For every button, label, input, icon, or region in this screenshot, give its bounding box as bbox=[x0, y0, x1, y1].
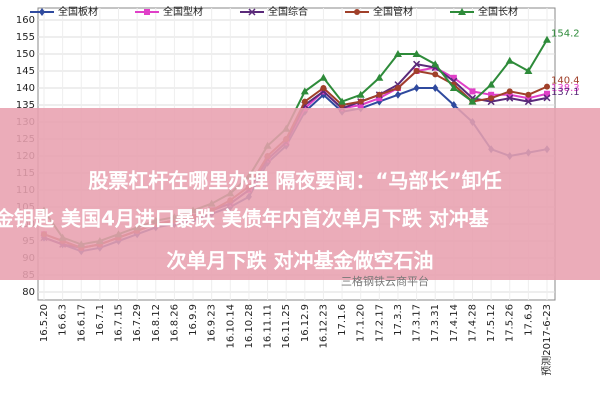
marker bbox=[413, 84, 420, 92]
marker bbox=[488, 95, 495, 102]
marker bbox=[413, 68, 420, 74]
marker bbox=[506, 88, 513, 95]
x-tick-label: 16.10.28 bbox=[244, 304, 255, 349]
end-label: 138.3 bbox=[551, 83, 580, 94]
marker bbox=[393, 50, 402, 57]
marker bbox=[544, 83, 550, 90]
marker bbox=[375, 73, 384, 81]
x-tick-label: 16.9.9 bbox=[188, 304, 199, 336]
y-tick-label: 135 bbox=[16, 100, 35, 111]
x-tick-label: 16.9.23 bbox=[207, 304, 218, 342]
x-tick-label: 17.2.17 bbox=[374, 304, 385, 342]
legend-label: 全国型材 bbox=[163, 5, 203, 18]
x-tick-label: 17.4.14 bbox=[449, 304, 460, 342]
marker bbox=[412, 50, 421, 57]
x-tick-label: 16.11.11 bbox=[263, 304, 274, 349]
marker bbox=[506, 94, 514, 102]
marker bbox=[394, 85, 401, 91]
marker bbox=[524, 98, 532, 106]
marker bbox=[487, 80, 496, 88]
legend-label: 全国综合 bbox=[268, 5, 308, 18]
legend-marker bbox=[144, 9, 150, 15]
end-label: 137.1 bbox=[551, 87, 580, 98]
marker bbox=[319, 73, 328, 81]
x-tick-label: 17.1.6 bbox=[337, 304, 348, 336]
marker bbox=[356, 90, 365, 98]
legend-marker bbox=[248, 8, 256, 16]
x-tick-label: 16.8.12 bbox=[151, 304, 162, 342]
legend-label: 全国管材 bbox=[373, 5, 413, 18]
marker bbox=[449, 84, 458, 91]
x-tick-label: 16.5.20 bbox=[39, 304, 50, 342]
end-label: 140.4 bbox=[551, 76, 580, 87]
x-tick-label: 17.5.12 bbox=[486, 304, 497, 342]
legend-label: 全国板材 bbox=[58, 5, 98, 18]
marker bbox=[524, 67, 533, 74]
marker bbox=[300, 87, 309, 95]
y-tick-label: 155 bbox=[16, 32, 35, 43]
marker bbox=[525, 91, 532, 98]
x-tick-label: 16.6.17 bbox=[76, 304, 87, 342]
overlay-text: 股票杠杆在哪里办理 隔夜要闻：“马部长”卸任 bbox=[88, 169, 501, 193]
y-tick-label: 80 bbox=[22, 287, 35, 298]
marker bbox=[376, 95, 383, 102]
y-tick-label: 160 bbox=[16, 15, 35, 26]
marker bbox=[357, 98, 364, 105]
x-tick-label: 16.12.9 bbox=[300, 304, 311, 342]
x-tick-label: 17.3.31 bbox=[430, 304, 441, 342]
watermark: 三格钢铁云商平台 bbox=[341, 274, 429, 288]
x-tick-label: 16.12.23 bbox=[318, 304, 329, 349]
marker bbox=[394, 90, 401, 99]
x-tick-label: 16.7.29 bbox=[132, 304, 143, 342]
overlay-text: 金钥匙 美国4月进口暴跌 美债年内首次单月下跌 对冲基 bbox=[0, 207, 490, 231]
marker bbox=[450, 74, 457, 81]
legend-label: 全国长材 bbox=[478, 5, 518, 18]
marker bbox=[525, 95, 532, 102]
y-tick-label: 145 bbox=[16, 66, 35, 77]
marker bbox=[505, 56, 514, 64]
marker bbox=[543, 35, 551, 43]
overlay-banner bbox=[0, 108, 600, 280]
marker bbox=[357, 102, 364, 108]
marker bbox=[432, 71, 439, 78]
marker bbox=[320, 85, 327, 91]
legend-marker bbox=[354, 9, 360, 15]
marker bbox=[468, 97, 477, 105]
y-tick-label: 140 bbox=[16, 83, 35, 94]
x-tick-label: 16.6.3 bbox=[58, 304, 69, 336]
marker bbox=[488, 91, 495, 98]
x-tick-label: 17.4.28 bbox=[467, 304, 478, 342]
x-tick-label: 17.6.9 bbox=[523, 304, 534, 336]
x-tick-label: 16.7.15 bbox=[114, 304, 125, 342]
end-label: 154.2 bbox=[551, 29, 580, 40]
marker bbox=[376, 91, 383, 98]
x-tick-label: 16.8.26 bbox=[169, 304, 180, 342]
x-tick-label: 16.10.14 bbox=[225, 304, 236, 349]
x-tick-label: 17.3.3 bbox=[393, 304, 404, 336]
marker bbox=[413, 60, 421, 68]
marker bbox=[544, 90, 550, 97]
marker bbox=[506, 91, 513, 98]
x-tick-label: 预测2017-6-23 bbox=[540, 304, 553, 376]
marker bbox=[431, 60, 440, 68]
marker bbox=[543, 94, 551, 102]
x-tick-label: 17.1.20 bbox=[356, 304, 367, 342]
x-tick-label: 17.3.17 bbox=[412, 304, 423, 342]
marker bbox=[450, 101, 457, 109]
y-tick-label: 150 bbox=[16, 49, 35, 60]
x-tick-label: 16.11.25 bbox=[281, 304, 292, 349]
legend-marker bbox=[458, 8, 466, 15]
marker bbox=[469, 88, 476, 95]
legend-marker bbox=[39, 8, 45, 16]
marker bbox=[338, 97, 347, 105]
x-tick-label: 17.5.26 bbox=[505, 304, 516, 342]
x-tick-label: 16.7.1 bbox=[95, 304, 106, 336]
marker bbox=[432, 84, 439, 92]
overlay-text: 次单月下跌 对冲基金做空石油 bbox=[167, 249, 434, 273]
marker bbox=[301, 98, 308, 105]
